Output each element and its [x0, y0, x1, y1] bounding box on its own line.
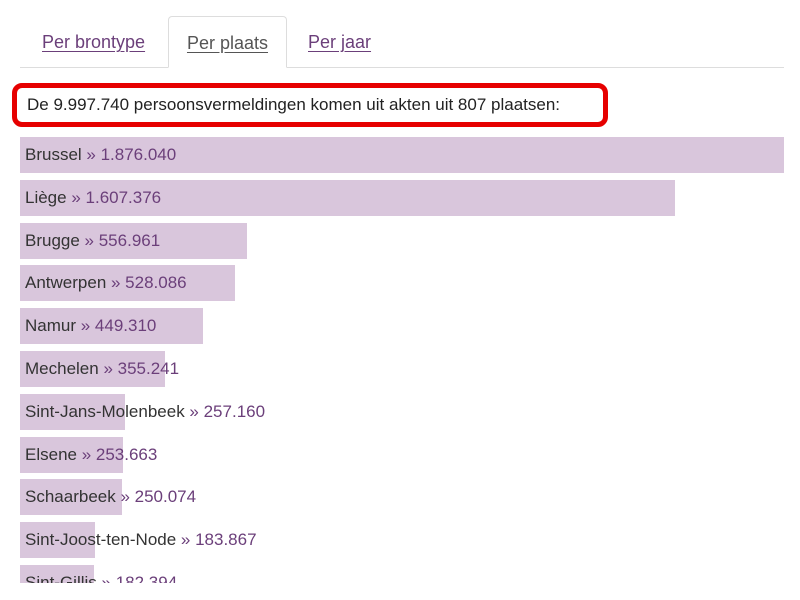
place-bar [20, 222, 247, 259]
place-count: » 253.663 [76, 444, 158, 464]
place-bar [20, 436, 123, 473]
place-bar-label: Sint-Gillis » 182.394 [25, 565, 177, 583]
tab-per-plaats[interactable]: Per plaats [168, 16, 287, 68]
place-bar-label: Brussel » 1.876.040 [25, 137, 176, 173]
place-bar-label: Brugge » 556.961 [25, 223, 160, 259]
place-name[interactable]: Sint-Jans-Molenbeek [25, 401, 185, 421]
place-count: » 183.867 [176, 530, 257, 550]
place-count: » 528.086 [106, 273, 187, 293]
place-bar-row[interactable]: Liège » 1.607.376 [20, 179, 786, 216]
place-bar [20, 522, 95, 559]
place-bar-row[interactable]: Sint-Jans-Molenbeek » 257.160 [20, 393, 786, 430]
place-name[interactable]: Antwerpen [25, 273, 107, 293]
place-bar-list: Brussel » 1.876.040 Liège » 1.607.376 Brug… [20, 137, 786, 583]
place-count: » 1.876.040 [81, 145, 177, 164]
tab-per-brontype[interactable]: Per brontype [42, 32, 146, 52]
place-count: » 355.241 [98, 359, 180, 378]
place-bar-row[interactable]: Brussel » 1.876.040 [20, 137, 786, 173]
place-count: » 1.607.376 [66, 187, 162, 207]
place-bar [20, 137, 784, 173]
summary-text: De 9.997.740 persoonsvermeldingen komen … [12, 83, 608, 127]
place-count: » 556.961 [79, 230, 161, 250]
place-bar [20, 393, 125, 430]
place-bar-row[interactable]: Brugge » 556.961 [20, 222, 786, 259]
place-name[interactable]: Sint-Joost-ten-Node [25, 530, 177, 550]
place-bar-row[interactable]: Sint-Gillis » 182.394 [20, 565, 786, 583]
place-bar [20, 565, 94, 583]
place-name[interactable]: Namur [25, 316, 77, 336]
place-bar-label: Sint-Jans-Molenbeek » 257.160 [25, 394, 265, 430]
place-bar-row[interactable]: Antwerpen » 528.086 [20, 265, 786, 302]
place-bar [20, 479, 122, 516]
place-bar-label: Schaarbeek » 250.074 [25, 479, 196, 515]
place-bar-row[interactable]: Sint-Joost-ten-Node » 183.867 [20, 522, 786, 559]
place-bar-label: Mechelen » 355.241 [25, 351, 179, 387]
place-count: » 449.310 [76, 316, 157, 336]
place-bar-label: Sint-Joost-ten-Node » 183.867 [25, 522, 257, 558]
place-name[interactable]: Mechelen [25, 359, 99, 378]
tab-bar: Per brontype Per plaats Per jaar [20, 16, 784, 68]
place-bar-label: Elsene » 253.663 [25, 437, 157, 473]
place-bar [20, 179, 675, 216]
place-bar [20, 308, 203, 345]
place-bar-label: Antwerpen » 528.086 [25, 265, 187, 301]
tab-per-jaar[interactable]: Per jaar [308, 32, 372, 52]
place-bar-row[interactable]: Namur » 449.310 [20, 308, 786, 345]
place-name[interactable]: Sint-Gillis [25, 573, 97, 583]
place-name[interactable]: Elsene [25, 444, 77, 464]
place-bar-row[interactable]: Elsene » 253.663 [20, 436, 786, 473]
place-name[interactable]: Brussel [25, 145, 82, 164]
place-name[interactable]: Liège [25, 187, 67, 207]
place-bar-row[interactable]: Mechelen » 355.241 [20, 351, 786, 387]
place-bar-label: Liège » 1.607.376 [25, 180, 161, 216]
place-count: » 257.160 [184, 401, 266, 421]
place-count: » 250.074 [115, 487, 197, 507]
place-bar-label: Namur » 449.310 [25, 308, 156, 344]
place-bar [20, 265, 235, 302]
place-name[interactable]: Brugge [25, 230, 80, 250]
place-name[interactable]: Schaarbeek [25, 487, 116, 507]
place-count: » 182.394 [96, 573, 178, 583]
place-bar [20, 351, 165, 387]
place-bar-row[interactable]: Schaarbeek » 250.074 [20, 479, 786, 516]
